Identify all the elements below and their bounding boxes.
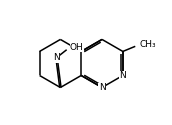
Text: N: N [53,53,60,62]
Text: OH: OH [70,43,84,52]
Text: N: N [99,83,105,92]
Text: N: N [119,71,126,80]
Text: CH₃: CH₃ [139,40,156,49]
